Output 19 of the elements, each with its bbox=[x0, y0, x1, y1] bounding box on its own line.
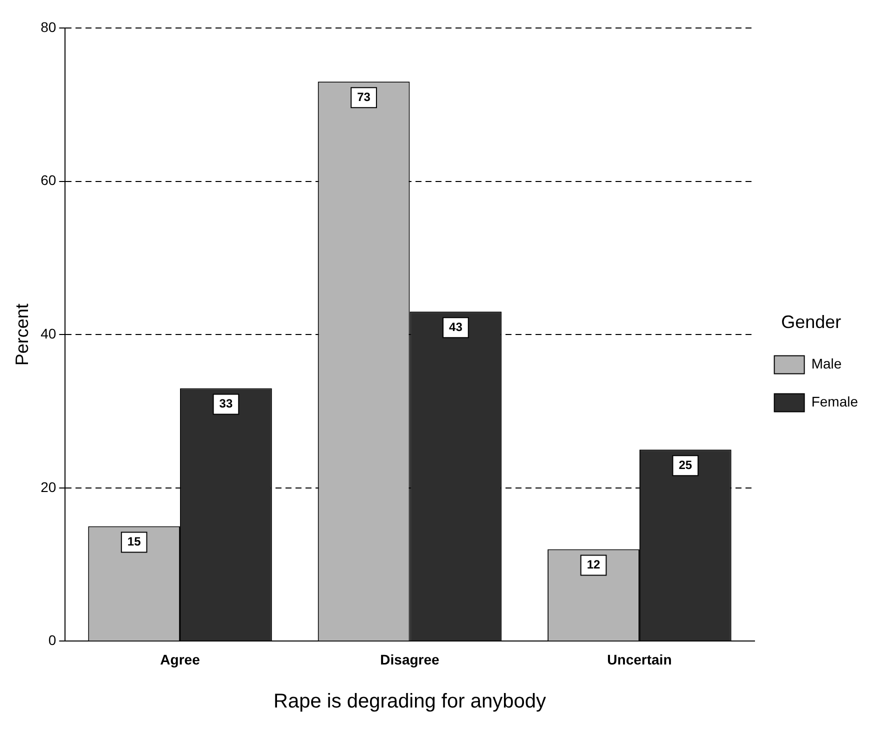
legend-title: Gender bbox=[781, 312, 842, 332]
data-label: 73 bbox=[357, 90, 371, 104]
y-axis-title: Percent bbox=[12, 304, 32, 366]
data-label: 33 bbox=[219, 396, 233, 411]
data-label: 43 bbox=[449, 320, 463, 334]
legend-label: Male bbox=[811, 356, 842, 372]
x-axis-title: Rape is degrading for anybody bbox=[274, 690, 546, 713]
x-tick-label: Disagree bbox=[380, 651, 440, 668]
y-tick-label: 20 bbox=[40, 478, 56, 495]
y-tick-label: 40 bbox=[40, 325, 56, 342]
x-tick-label: Uncertain bbox=[607, 651, 672, 668]
data-label: 12 bbox=[586, 558, 601, 572]
y-tick-label: 80 bbox=[40, 18, 56, 35]
data-label: 25 bbox=[678, 458, 692, 472]
legend-label: Female bbox=[811, 394, 858, 410]
data-label: 15 bbox=[127, 534, 142, 549]
x-tick-label: Agree bbox=[160, 651, 200, 668]
y-tick-label: 60 bbox=[40, 172, 56, 188]
y-tick-label: 0 bbox=[48, 632, 56, 648]
